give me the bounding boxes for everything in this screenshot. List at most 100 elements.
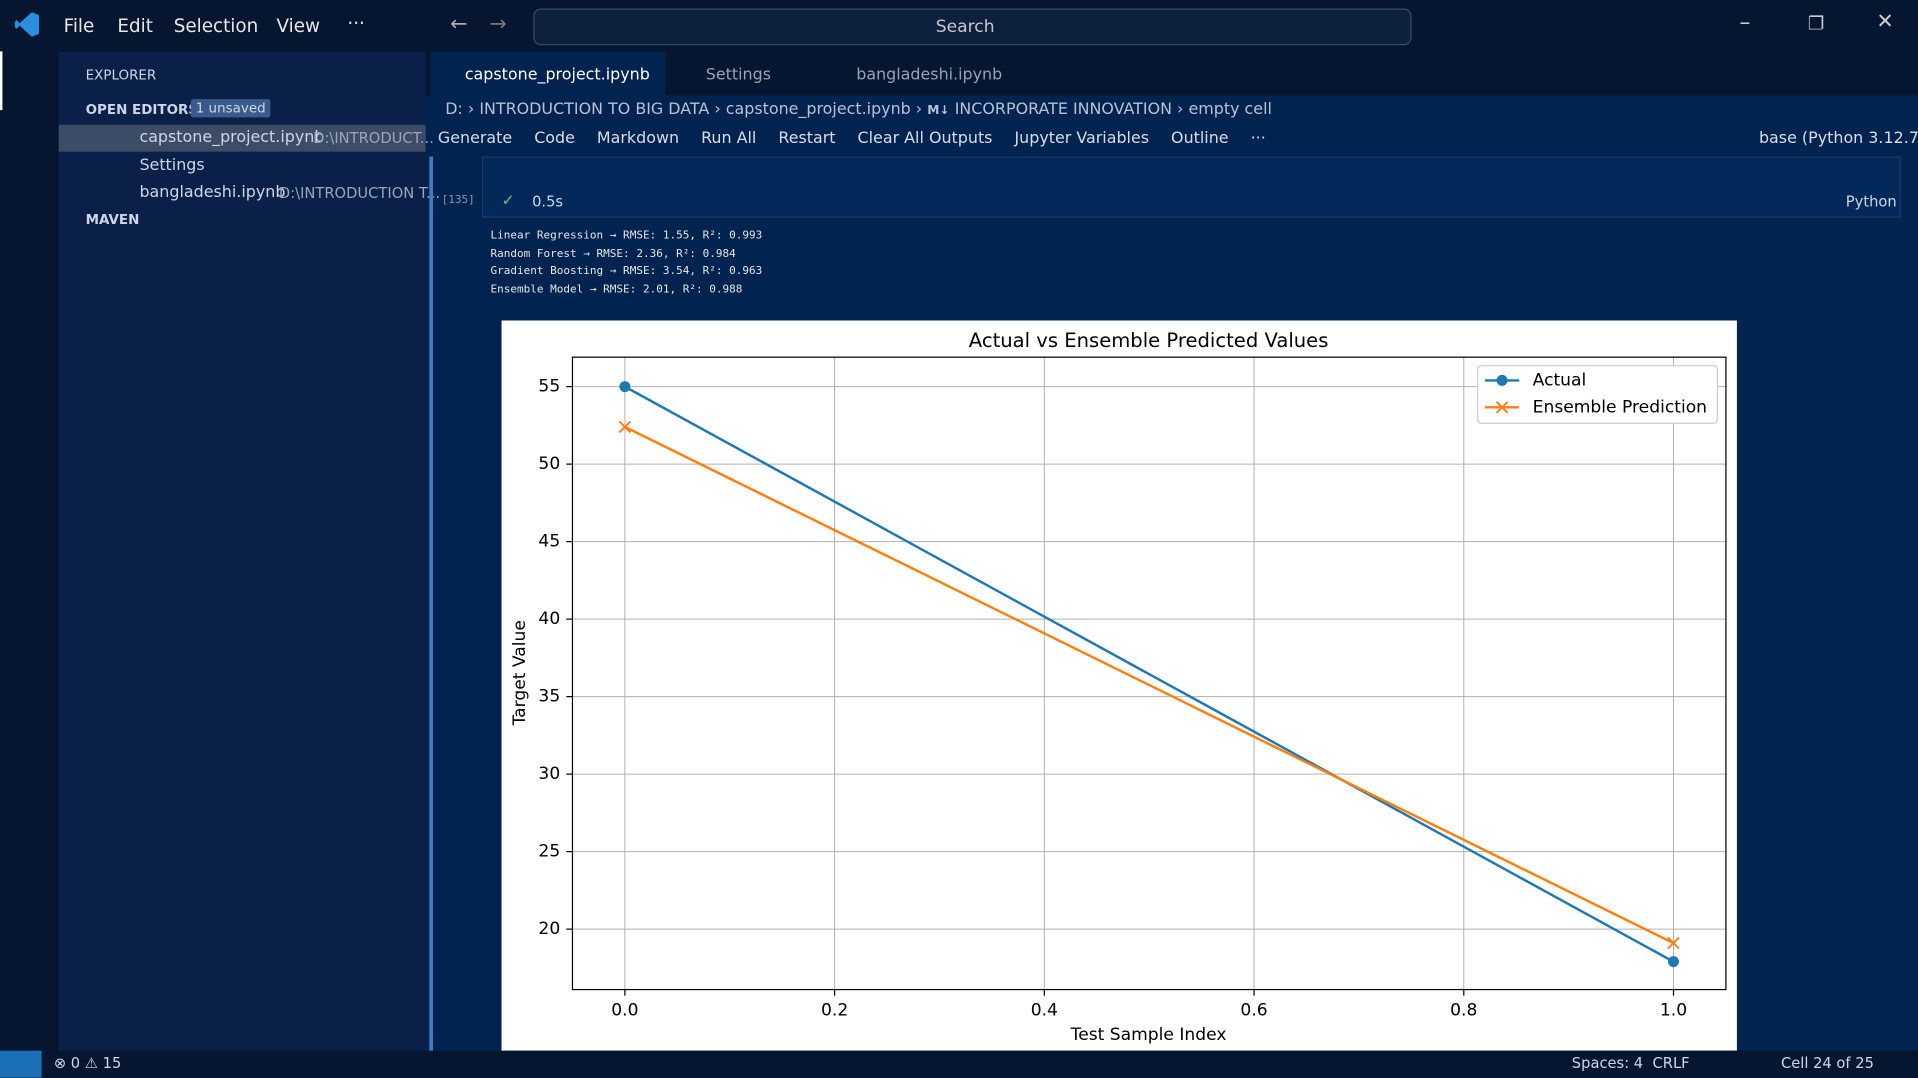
output-line: Random Forest → RMSE: 2.36, R²: 0.984 bbox=[490, 247, 736, 260]
toolbar-button[interactable]: Generate bbox=[437, 129, 513, 149]
menu[interactable]: View bbox=[276, 14, 321, 37]
menu[interactable]: ··· bbox=[347, 12, 365, 35]
plot-frame bbox=[571, 356, 1727, 991]
point-marker bbox=[618, 420, 632, 434]
output-line: Gradient Boosting → RMSE: 3.54, R²: 0.96… bbox=[490, 265, 763, 278]
toolbar-button[interactable]: Code bbox=[534, 129, 575, 149]
tab[interactable]: capstone_project.ipynb bbox=[464, 66, 650, 85]
x-tick-label: 0.4 bbox=[1031, 1000, 1058, 1020]
crumb[interactable]: empty cell bbox=[1188, 100, 1272, 119]
toolbar-button[interactable]: ··· bbox=[1250, 129, 1266, 149]
point-marker bbox=[1496, 374, 1508, 386]
series-line bbox=[624, 425, 1675, 945]
section-title[interactable]: MAVEN bbox=[85, 211, 140, 228]
point-marker bbox=[1495, 401, 1509, 414]
status-item[interactable]: Spaces: 4 bbox=[1571, 1054, 1644, 1072]
toolbar-button[interactable]: Outline bbox=[1171, 129, 1229, 149]
sidebar: EXPLORER OPEN EDITORS 1 unsaved capstone… bbox=[58, 51, 440, 1051]
cell-focus-bar bbox=[429, 156, 434, 1051]
crumb[interactable]: D: bbox=[445, 100, 463, 119]
close[interactable]: ✕ bbox=[1876, 9, 1894, 35]
x-tick-label: 0.0 bbox=[611, 1000, 638, 1020]
y-tick-label: 55 bbox=[538, 377, 560, 397]
x-tick-label: 1.0 bbox=[1660, 1000, 1687, 1020]
output-text: Linear Regression → RMSE: 1.55, R²: 0.99… bbox=[491, 228, 763, 299]
point-marker bbox=[1667, 936, 1680, 950]
output-line: Ensemble Model → RMSE: 2.01, R²: 0.988 bbox=[490, 283, 743, 296]
legend-box bbox=[1477, 365, 1718, 424]
status-errors[interactable]: ⊗ 0 ⚠ 15 bbox=[53, 1054, 122, 1072]
x-tick-label: 0.2 bbox=[821, 1000, 848, 1020]
section-title[interactable]: OPEN EDITORS bbox=[85, 101, 199, 118]
notebook-toolbar: Generate Code Markdown Run All Restart C… bbox=[438, 130, 1266, 148]
chart-title: Actual vs Ensemble Predicted Values bbox=[969, 329, 1329, 352]
selected-row[interactable] bbox=[58, 124, 426, 152]
toolbar-button[interactable]: Clear All Outputs bbox=[857, 129, 993, 149]
y-axis-label: Target Value bbox=[510, 620, 530, 726]
breadcrumb: D: › INTRODUCTION TO BIG DATA › capstone… bbox=[445, 100, 1272, 119]
restore[interactable]: ❐ bbox=[1807, 12, 1825, 35]
back[interactable]: ← bbox=[450, 12, 468, 37]
menu[interactable]: File bbox=[63, 14, 95, 37]
file-name[interactable]: capstone_project.ipynb bbox=[139, 128, 325, 147]
menu[interactable]: Selection bbox=[173, 14, 259, 37]
y-tick-label: 40 bbox=[538, 609, 560, 629]
crumb[interactable]: INCORPORATE INNOVATION bbox=[954, 100, 1172, 119]
file-path: D:\INTRODUCT... bbox=[313, 129, 434, 147]
status-item[interactable]: CRLF bbox=[1652, 1054, 1690, 1072]
sidebar-title: EXPLORER bbox=[85, 67, 157, 84]
file-name[interactable]: Settings bbox=[139, 156, 205, 175]
exec-time: 0.5s bbox=[532, 193, 564, 211]
toolbar-button[interactable]: Markdown bbox=[596, 129, 680, 149]
execution-count: [135] bbox=[441, 194, 475, 207]
toolbar-button[interactable]: Restart bbox=[778, 129, 836, 149]
file-path: D:\INTRODUCTION T... bbox=[278, 184, 441, 202]
chart: Actual vs Ensemble Predicted Values Test… bbox=[501, 320, 1737, 1051]
legend-label: Ensemble Prediction bbox=[1533, 397, 1707, 417]
point-marker bbox=[619, 381, 631, 393]
toolbar-button[interactable]: Run All bbox=[701, 129, 757, 149]
tab[interactable]: Settings bbox=[705, 66, 772, 85]
point-marker bbox=[1667, 956, 1680, 968]
search-box[interactable]: Search bbox=[533, 8, 1412, 46]
chart-background bbox=[501, 320, 1737, 1051]
status-item[interactable]: Cell 24 of 25 bbox=[1780, 1054, 1874, 1072]
file-name[interactable]: bangladeshi.ipynb bbox=[139, 183, 286, 202]
y-tick-label: 45 bbox=[538, 532, 560, 552]
search-label: Search bbox=[935, 17, 995, 37]
tab-bar: capstone_project.ipynb Settings banglade… bbox=[425, 51, 1918, 96]
y-tick-label: 50 bbox=[538, 454, 560, 474]
x-tick-label: 0.8 bbox=[1450, 1000, 1477, 1020]
tab[interactable]: bangladeshi.ipynb bbox=[856, 66, 1003, 85]
y-tick-label: 35 bbox=[538, 687, 560, 707]
success-check: ✓ bbox=[501, 192, 515, 211]
menu[interactable]: Edit bbox=[117, 14, 153, 37]
active-tab[interactable] bbox=[430, 51, 666, 96]
title-bar: File Edit Selection View ··· ← → Search … bbox=[0, 0, 1918, 52]
error-count: 0 bbox=[70, 1054, 81, 1072]
y-tick-label: 30 bbox=[538, 764, 560, 784]
kernel-picker[interactable]: base (Python 3.12.7) bbox=[1758, 129, 1918, 149]
activity-bar bbox=[0, 51, 59, 1051]
x-axis-label: Test Sample Index bbox=[1070, 1025, 1227, 1045]
x-tick-label: 0.6 bbox=[1240, 1000, 1267, 1020]
minimize[interactable]: – bbox=[1739, 9, 1751, 36]
legend-label: Actual bbox=[1533, 370, 1587, 390]
series-line bbox=[624, 385, 1675, 963]
code-cell[interactable] bbox=[481, 156, 1901, 218]
active-indicator bbox=[0, 51, 3, 111]
crumb-icon: M↓ bbox=[927, 103, 950, 118]
crumb[interactable]: INTRODUCTION TO BIG DATA bbox=[479, 100, 710, 119]
forward[interactable]: → bbox=[489, 12, 507, 37]
toolbar-button[interactable]: Jupyter Variables bbox=[1014, 129, 1150, 149]
y-tick-label: 20 bbox=[538, 919, 560, 939]
output-line: Linear Regression → RMSE: 1.55, R²: 0.99… bbox=[490, 229, 763, 243]
y-tick-label: 25 bbox=[538, 842, 560, 862]
warning-count: 15 bbox=[102, 1054, 122, 1072]
cell-language[interactable]: Python bbox=[1845, 193, 1897, 211]
crumb[interactable]: capstone_project.ipynb bbox=[725, 100, 911, 119]
badge: 1 unsaved bbox=[190, 99, 271, 118]
remote-button[interactable] bbox=[0, 1050, 42, 1078]
